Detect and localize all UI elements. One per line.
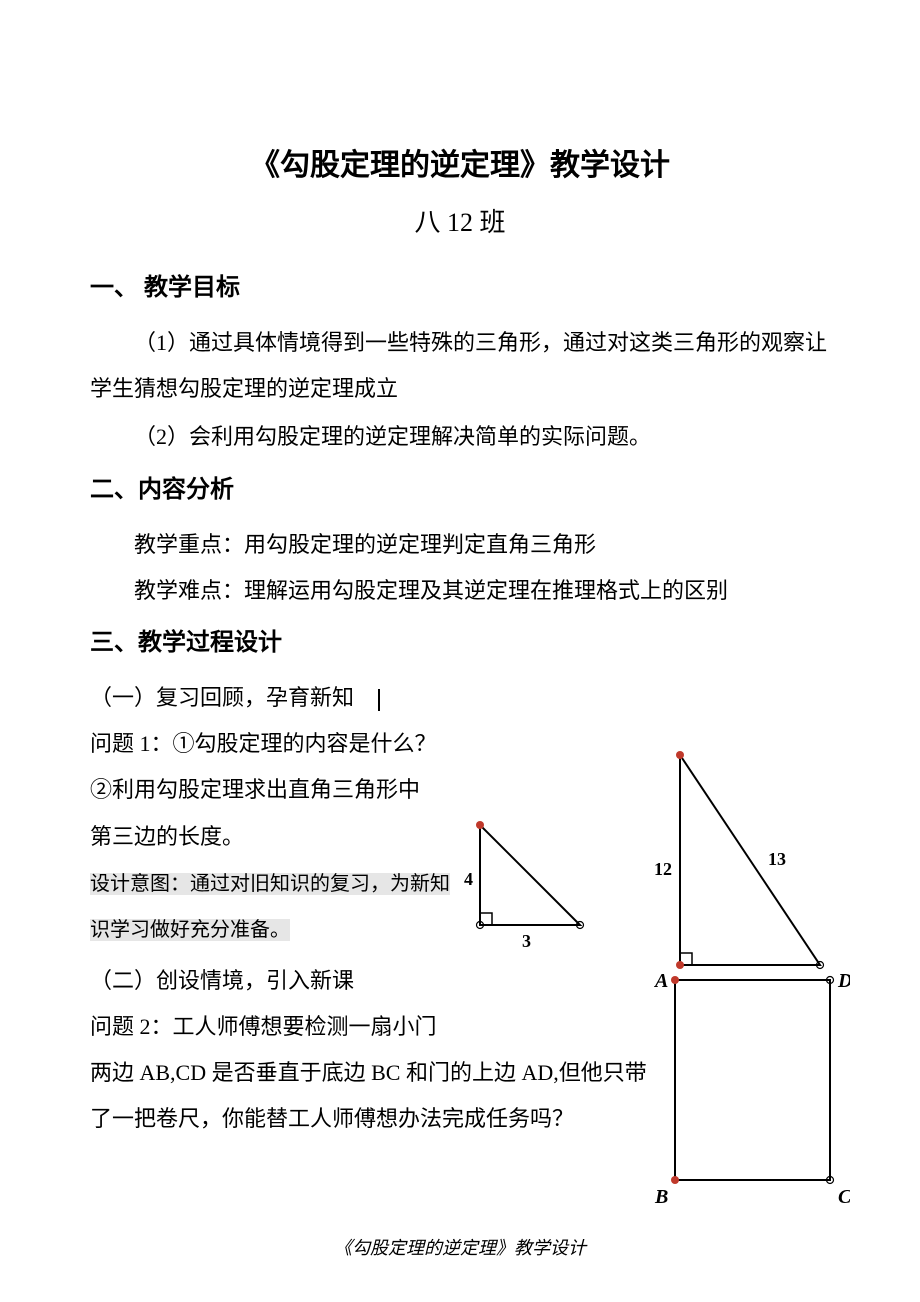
- page-subtitle: 八 12 班: [90, 202, 830, 239]
- rect-vB: B: [654, 1186, 668, 1208]
- section-2-p1: 教学重点：用勾股定理的逆定理判定直角三角形: [90, 522, 830, 568]
- text-cursor: [378, 689, 380, 711]
- question-1c: 第三边的长度。: [90, 814, 470, 860]
- tri2-label-13: 13: [768, 849, 786, 869]
- page-title: 《勾股定理的逆定理》教学设计: [90, 140, 830, 184]
- section-1-heading: 一、 教学目标: [90, 267, 830, 302]
- section-2-p2: 教学难点：理解运用勾股定理及其逆定理在推理格式上的区别: [90, 568, 830, 614]
- tri1-label-3: 3: [522, 931, 531, 951]
- triangle-12-13: 12 13: [654, 751, 824, 969]
- design-intent-1: 设计意图：通过对旧知识的复习，为新知: [90, 873, 450, 895]
- section-2-heading: 二、内容分析: [90, 469, 830, 504]
- section-1-p2: （2）会利用勾股定理的逆定理解决简单的实际问题。: [90, 414, 830, 460]
- page-footer: 《勾股定理的逆定理》教学设计: [0, 1234, 920, 1260]
- section-3-heading: 三、教学过程设计: [90, 622, 830, 657]
- figures-svg: 4 3 12 13 A D B C: [450, 735, 850, 1215]
- triangle-3-4: 4 3: [464, 821, 584, 951]
- design-intent-2: 识学习做好充分准备。: [90, 919, 290, 941]
- question-1b: ②利用勾股定理求出直角三角形中: [90, 767, 470, 813]
- tri1-label-4: 4: [464, 869, 473, 889]
- tri2-label-12: 12: [654, 859, 672, 879]
- section-3-sub2: （二）创设情境，引入新课: [90, 958, 470, 1004]
- sub1-text: （一）复习回顾，孕育新知: [90, 685, 354, 710]
- section-3-sub1: （一）复习回顾，孕育新知: [90, 675, 830, 721]
- rectangle-abcd: A D B C: [653, 970, 850, 1208]
- figures-area: 4 3 12 13 A D B C: [450, 735, 850, 1205]
- rect-vC: C: [838, 1186, 850, 1208]
- rect-vA: A: [653, 970, 668, 992]
- rect-vD: D: [837, 970, 850, 992]
- section-1-p1: （1）通过具体情境得到一些特殊的三角形，通过对这类三角形的观察让学生猜想勾股定理…: [90, 320, 830, 412]
